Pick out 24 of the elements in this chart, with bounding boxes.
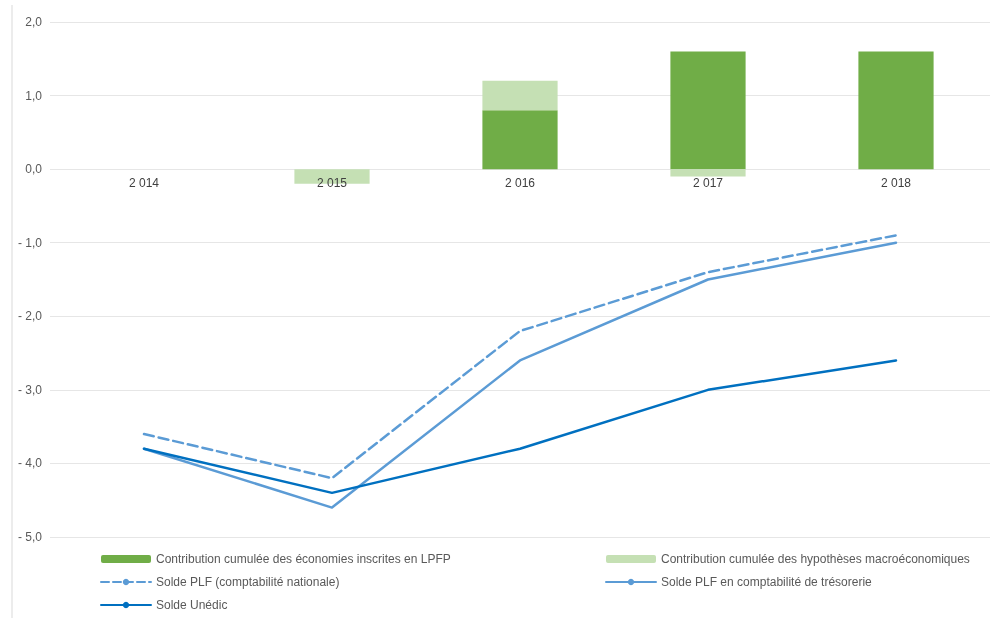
bar [858, 51, 934, 170]
bar [482, 110, 558, 170]
line-series [142, 359, 898, 495]
x-tick-label: 2 016 [504, 176, 536, 191]
y-tick-label: 1,0 [25, 88, 43, 103]
y-tick-label: - 5,0 [17, 530, 43, 544]
bar [482, 80, 558, 111]
y-tick-label: 0,0 [25, 162, 43, 177]
bar [670, 169, 746, 177]
y-tick-label: - 1,0 [17, 235, 43, 250]
x-tick-label: 2 017 [692, 176, 724, 191]
x-tick-label: 2 015 [316, 176, 348, 191]
y-tick-label: 2,0 [25, 15, 43, 29]
legend-label: Contribution cumulée des hypothèses macroéconomiques [661, 552, 970, 566]
y-tick-label: - 2,0 [17, 309, 43, 324]
legend-label: Solde Unédic [156, 598, 228, 612]
x-tick-label: 2 014 [128, 176, 160, 191]
legend-label: Solde PLF en comptabilité de trésorerie [661, 575, 873, 589]
bar [670, 51, 746, 170]
legend-label: Contribution cumulée des économies inscrites en LPFP [156, 552, 451, 566]
y-tick-label: - 3,0 [17, 382, 43, 397]
y-tick-label: - 4,0 [17, 456, 43, 471]
legend-label: Solde PLF (comptabilité nationale) [156, 575, 340, 589]
x-tick-label: 2 018 [880, 176, 912, 191]
